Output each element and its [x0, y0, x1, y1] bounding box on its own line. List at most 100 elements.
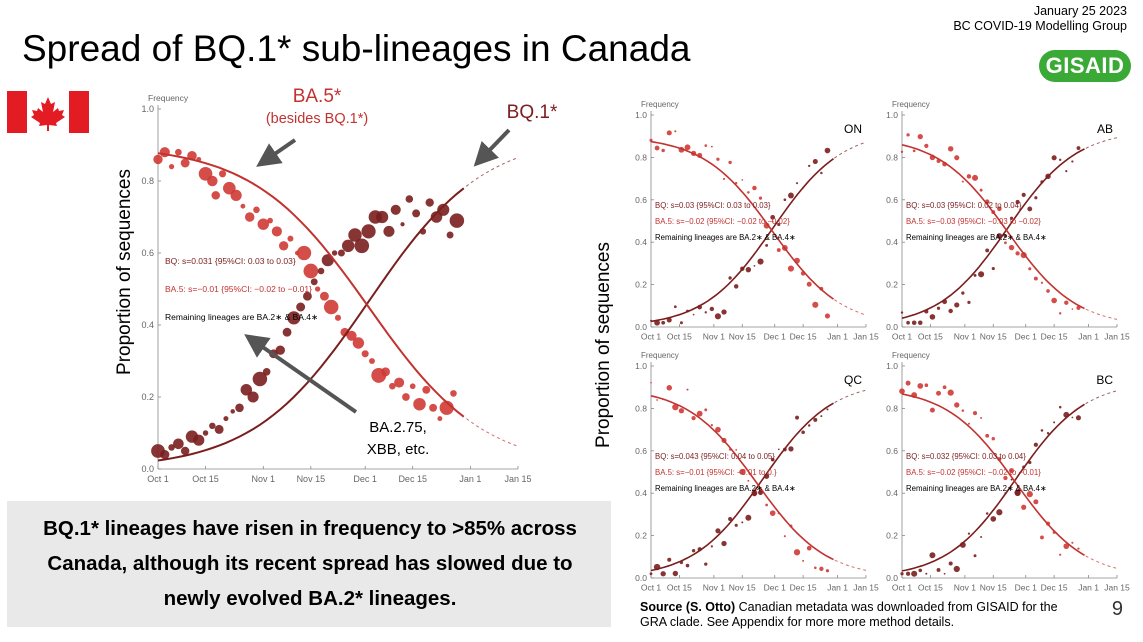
x-tick-label: Dec 1 — [764, 332, 786, 342]
bq-point — [1075, 415, 1081, 421]
ba5-point — [278, 241, 289, 251]
bq-point — [649, 572, 653, 576]
x-tick-label: Oct 15 — [667, 332, 692, 342]
header-date-group: January 25 2023 BC COVID-19 Modelling Gr… — [953, 4, 1127, 34]
ba5-point — [439, 400, 454, 415]
y-tick-label: 0.8 — [886, 152, 898, 162]
ba5-point — [1015, 251, 1020, 256]
bq-point — [337, 249, 345, 257]
frequency-label: Frequency — [148, 93, 189, 103]
ba5-point — [991, 436, 995, 441]
y-tick-label: 0.6 — [635, 195, 647, 205]
ba5-arrow — [256, 138, 297, 167]
bq-point — [985, 248, 990, 253]
bq-point — [672, 570, 679, 577]
y-tick-label: 0.6 — [886, 446, 898, 456]
ba5-point — [1064, 300, 1069, 305]
bq-point — [953, 565, 960, 573]
y-tick-label: 0.6 — [886, 195, 898, 205]
bq-point — [929, 314, 936, 320]
bq-fit-note: BQ: s=0.031 {95%CI: 0.03 to 0.03} — [165, 256, 296, 266]
bq-label: BQ.1* — [507, 102, 558, 123]
bq-point — [906, 320, 910, 325]
bq-point — [918, 568, 923, 573]
ba5-point — [758, 196, 763, 200]
x-tick-label: Dec 15 — [398, 474, 427, 484]
ba5-point — [1040, 281, 1044, 284]
other-lineages-label-1: BA.2.75, — [369, 419, 427, 436]
ba5-point — [691, 416, 696, 421]
bq-point — [275, 345, 285, 355]
source-text: Canadian metadata was downloaded from GI… — [640, 600, 1058, 629]
province-charts: 0.0 0.2 0.4 0.6 0.8 1.0 Oct 1 Oct 15 Nov 1 Nov 15… — [635, 100, 1130, 593]
bq-point — [1053, 421, 1056, 424]
bq-point — [1034, 196, 1038, 200]
ba5-fit-line — [901, 144, 1085, 310]
ba5-point — [769, 510, 776, 517]
ba5-point — [1040, 535, 1044, 540]
bq-point — [734, 523, 738, 527]
ba5-point — [947, 389, 954, 396]
bq-point — [400, 222, 405, 227]
x-tick-label: Jan 15 — [1104, 583, 1130, 593]
ba5-point — [979, 188, 983, 192]
ba5-point — [153, 154, 163, 165]
bq-point — [721, 540, 727, 547]
bq-point — [240, 384, 253, 396]
ba5-point — [924, 143, 929, 149]
bq-point — [341, 239, 355, 253]
y-tick-label: 0.2 — [886, 531, 898, 541]
bq-point — [973, 554, 977, 558]
bq-point — [383, 225, 395, 237]
x-tick-label: Oct 1 — [892, 332, 913, 342]
y-tick-label: 0.0 — [886, 322, 898, 332]
y-tick-label: 0.0 — [141, 464, 154, 474]
page-title: Spread of BQ.1* sub-lineages in Canada — [22, 28, 691, 69]
ba5-point — [678, 408, 685, 414]
bq-point — [160, 450, 170, 460]
ba5-point — [793, 549, 801, 556]
ba5-point — [802, 559, 805, 562]
ba5-point — [1071, 541, 1074, 544]
x-tick-label: Oct 1 — [892, 583, 913, 593]
ba5-point — [936, 390, 941, 396]
y-tick-label: 0.6 — [141, 248, 154, 258]
ba5-point — [741, 179, 744, 181]
x-tick-label: Nov 1 — [252, 474, 276, 484]
x-tick-label: Oct 1 — [641, 583, 662, 593]
region-label: AB — [1097, 122, 1113, 136]
bq-point — [1009, 216, 1014, 220]
bq-point — [437, 203, 450, 216]
bq-point — [1015, 199, 1020, 204]
canada-chart: 0.0 0.2 0.4 0.6 0.8 1.0 Oct 1 Oct 15 Nov 1 Nov 15… — [141, 93, 531, 484]
bq-point — [230, 409, 235, 414]
grid-y-axis-label: Proportion of sequences — [593, 242, 614, 448]
ba5-point — [966, 174, 972, 179]
x-tick-label: Nov 15 — [980, 332, 1007, 342]
bq-point — [1065, 170, 1068, 173]
ba5-fit-line-projection — [1080, 552, 1118, 569]
ba5-point — [672, 403, 679, 411]
ba5-point — [985, 433, 990, 438]
ba5-point — [450, 390, 457, 397]
bq-point — [1071, 160, 1074, 163]
x-tick-label: Oct 1 — [641, 332, 662, 342]
x-tick-label: Nov 1 — [703, 583, 725, 593]
bq-point — [252, 371, 268, 387]
x-tick-label: Dec 1 — [1015, 583, 1037, 593]
bq-point — [808, 164, 811, 168]
ba5-point — [710, 145, 713, 148]
bq-point — [376, 210, 389, 224]
bq-point — [173, 438, 184, 450]
other-lineages-label-2: XBB, etc. — [367, 441, 430, 458]
ba5-point — [899, 388, 905, 395]
ba5-point — [271, 226, 282, 237]
bq-point — [1071, 416, 1074, 419]
bq-point — [235, 403, 244, 413]
bq-point — [728, 517, 733, 522]
bq-point — [788, 192, 794, 199]
bq-fit-line-projection — [829, 141, 867, 163]
ba5-point — [747, 479, 750, 482]
y-tick-label: 1.0 — [886, 361, 898, 371]
bq-point — [980, 536, 983, 539]
